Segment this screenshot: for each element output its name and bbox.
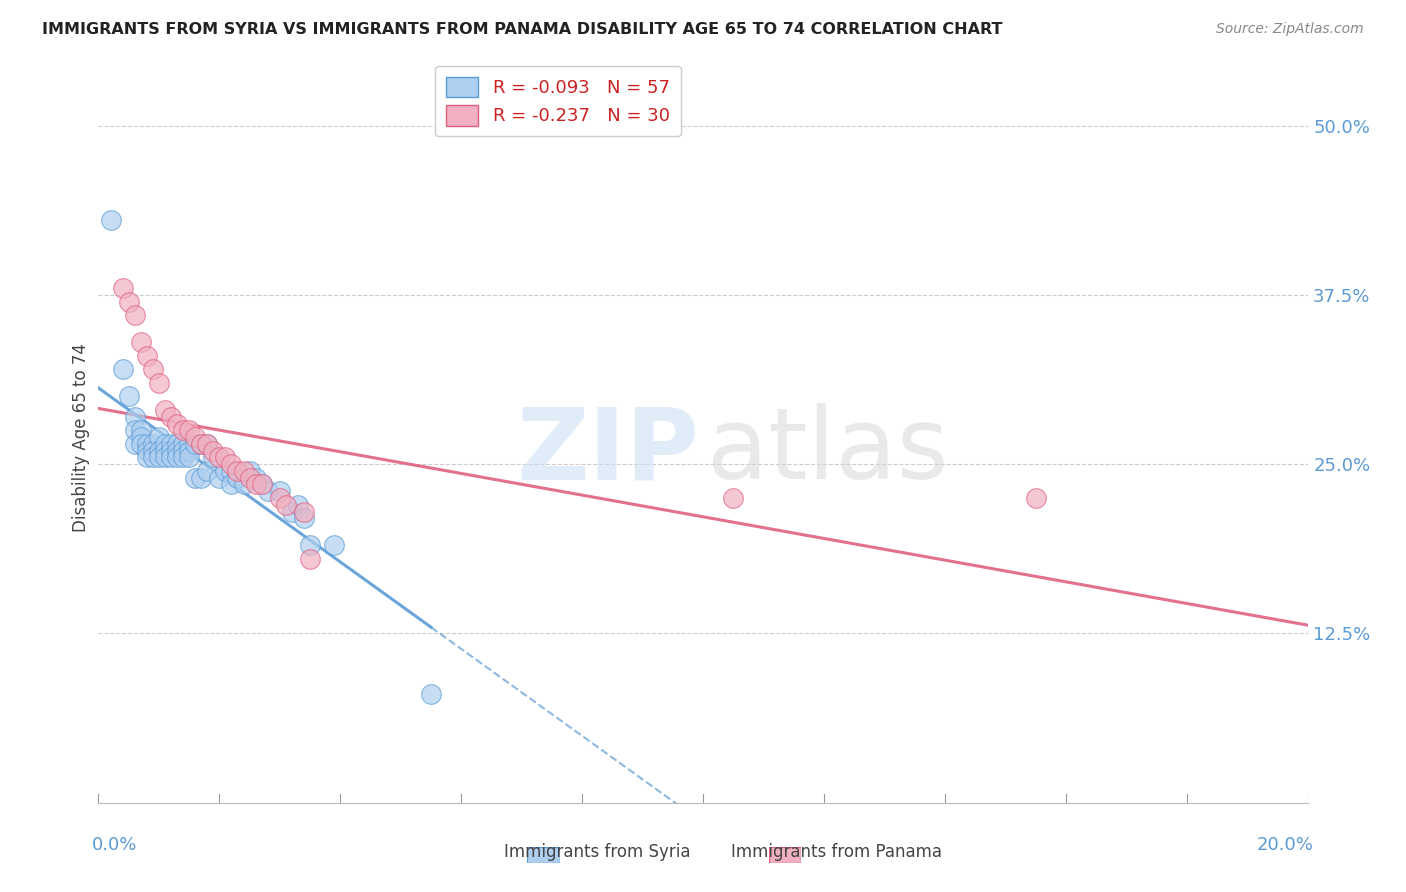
- Text: 20.0%: 20.0%: [1257, 836, 1313, 854]
- Point: [250, 477, 273, 491]
- Text: 0.0%: 0.0%: [93, 836, 138, 854]
- Point: [172, 437, 194, 451]
- Point: [166, 443, 188, 458]
- Point: [135, 437, 157, 451]
- Point: [250, 477, 273, 491]
- Text: Source: ZipAtlas.com: Source: ZipAtlas.com: [1216, 22, 1364, 37]
- Point: [239, 464, 262, 478]
- Point: [124, 308, 146, 322]
- Point: [179, 443, 201, 458]
- Point: [129, 423, 152, 437]
- Text: ZIP: ZIP: [516, 403, 699, 500]
- Point: [160, 437, 183, 451]
- Point: [269, 491, 291, 505]
- Point: [195, 437, 218, 451]
- Point: [153, 403, 176, 417]
- Point: [124, 409, 146, 424]
- Point: [135, 450, 157, 465]
- Text: Immigrants from Panama: Immigrants from Panama: [731, 843, 942, 861]
- Point: [111, 362, 134, 376]
- Point: [221, 464, 243, 478]
- Point: [269, 484, 291, 499]
- Point: [111, 281, 134, 295]
- Point: [420, 688, 443, 702]
- Point: [135, 349, 157, 363]
- Point: [153, 450, 176, 465]
- Point: [226, 471, 249, 485]
- Point: [245, 471, 267, 485]
- Point: [190, 437, 212, 451]
- Point: [142, 450, 165, 465]
- Point: [208, 471, 231, 485]
- Point: [292, 505, 315, 519]
- Point: [129, 437, 152, 451]
- Point: [202, 443, 225, 458]
- Y-axis label: Disability Age 65 to 74: Disability Age 65 to 74: [72, 343, 90, 532]
- Point: [239, 471, 262, 485]
- Point: [179, 423, 201, 437]
- Point: [323, 538, 346, 552]
- Point: [274, 498, 297, 512]
- Point: [202, 450, 225, 465]
- Point: [142, 437, 165, 451]
- Point: [179, 437, 201, 451]
- Text: IMMIGRANTS FROM SYRIA VS IMMIGRANTS FROM PANAMA DISABILITY AGE 65 TO 74 CORRELAT: IMMIGRANTS FROM SYRIA VS IMMIGRANTS FROM…: [42, 22, 1002, 37]
- Point: [184, 437, 207, 451]
- Point: [160, 450, 183, 465]
- Point: [299, 552, 322, 566]
- Point: [142, 362, 165, 376]
- Point: [166, 437, 188, 451]
- Point: [232, 464, 254, 478]
- Point: [214, 450, 236, 465]
- Point: [166, 450, 188, 465]
- Point: [129, 430, 152, 444]
- Point: [1024, 491, 1046, 505]
- Point: [245, 477, 267, 491]
- Point: [299, 538, 322, 552]
- Point: [256, 484, 278, 499]
- Point: [148, 376, 170, 390]
- Point: [118, 294, 141, 309]
- Point: [190, 437, 212, 451]
- Point: [226, 464, 249, 478]
- Point: [100, 213, 122, 227]
- Text: atlas: atlas: [707, 403, 948, 500]
- Point: [148, 450, 170, 465]
- Point: [281, 505, 304, 519]
- Point: [190, 471, 212, 485]
- Point: [129, 335, 152, 350]
- Point: [214, 464, 236, 478]
- Point: [184, 471, 207, 485]
- Point: [148, 430, 170, 444]
- Point: [160, 409, 183, 424]
- Point: [153, 437, 176, 451]
- Point: [118, 389, 141, 403]
- Text: Immigrants from Syria: Immigrants from Syria: [505, 843, 690, 861]
- Point: [221, 477, 243, 491]
- Point: [148, 443, 170, 458]
- Point: [221, 457, 243, 471]
- Point: [124, 423, 146, 437]
- Point: [172, 423, 194, 437]
- Point: [172, 450, 194, 465]
- Point: [153, 443, 176, 458]
- Point: [135, 443, 157, 458]
- Point: [172, 443, 194, 458]
- Point: [166, 417, 188, 431]
- Point: [723, 491, 745, 505]
- Point: [184, 430, 207, 444]
- Point: [142, 443, 165, 458]
- Point: [160, 443, 183, 458]
- Legend: R = -0.093   N = 57, R = -0.237   N = 30: R = -0.093 N = 57, R = -0.237 N = 30: [434, 66, 681, 136]
- Point: [287, 498, 309, 512]
- Point: [179, 450, 201, 465]
- Point: [232, 477, 254, 491]
- Point: [292, 511, 315, 525]
- Point: [195, 464, 218, 478]
- Point: [208, 450, 231, 465]
- Point: [195, 437, 218, 451]
- Point: [124, 437, 146, 451]
